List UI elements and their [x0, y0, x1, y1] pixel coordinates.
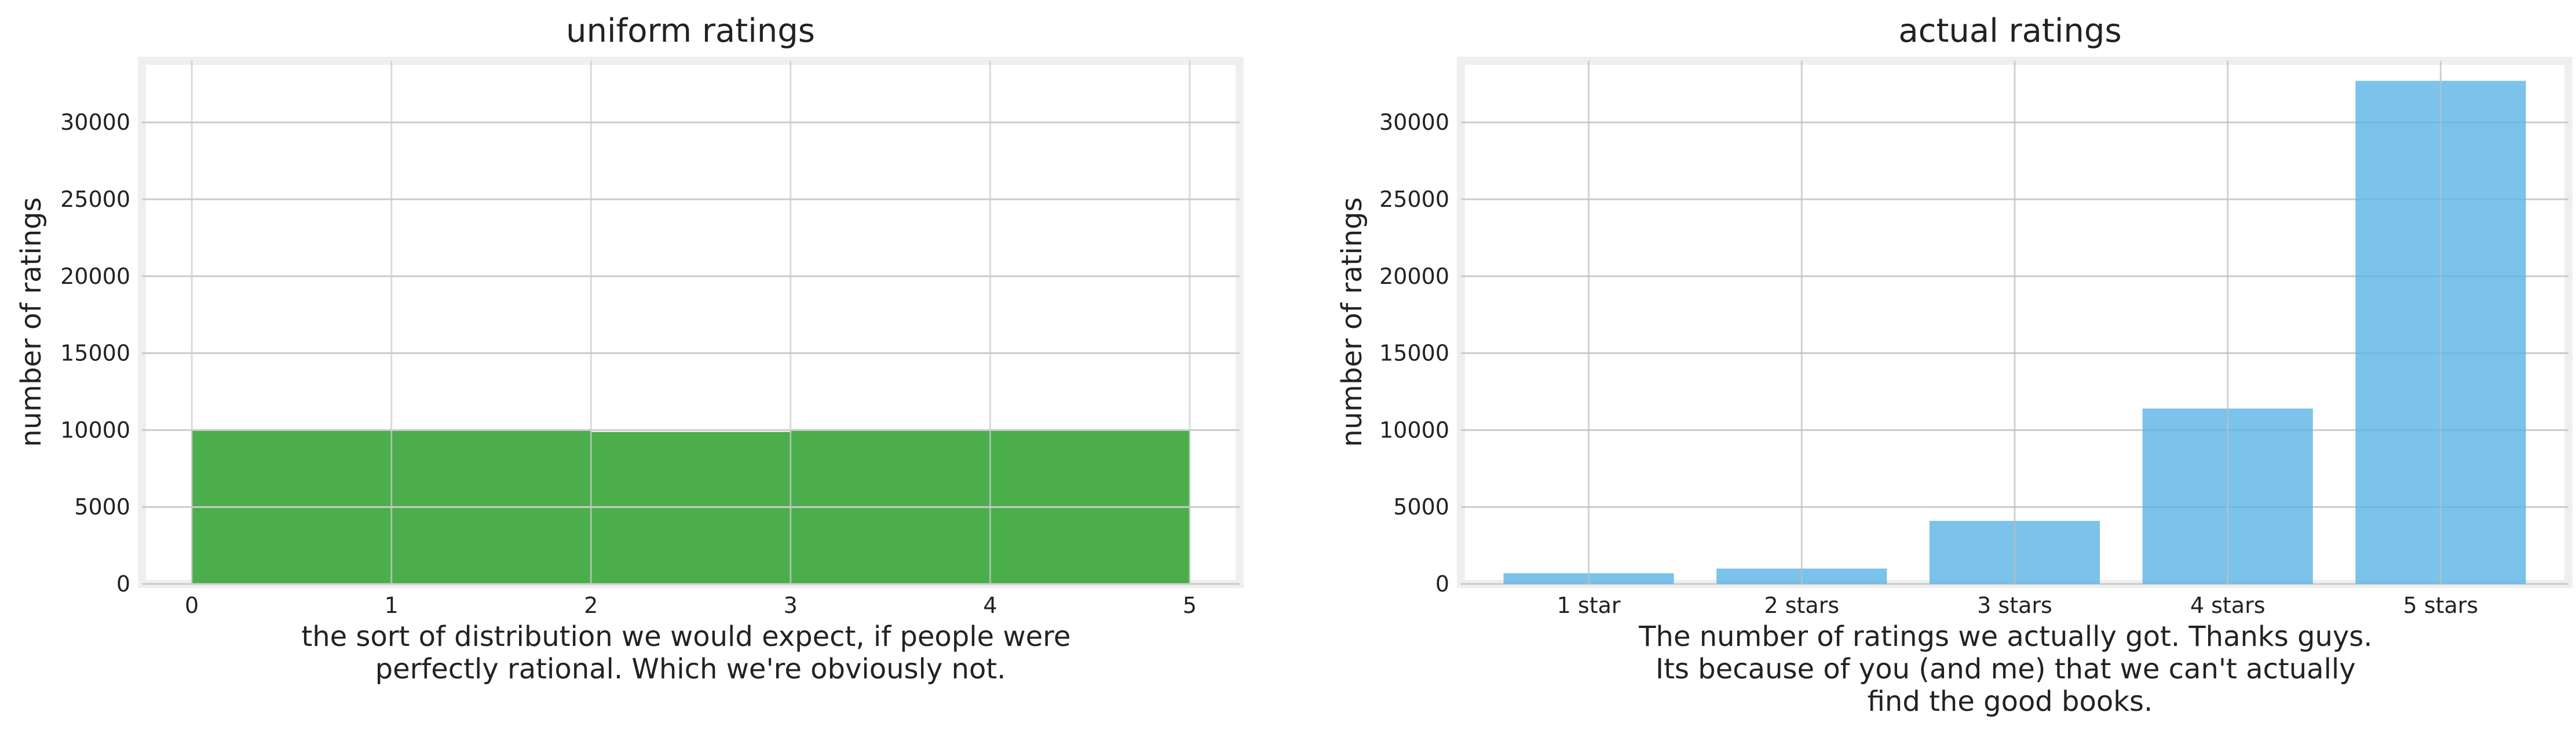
gridlines-x-actual: [1588, 61, 2442, 584]
x-tick-label: 2 stars: [1764, 593, 1839, 618]
y-tick-label: 0: [1435, 571, 1449, 597]
y-tick-label: 5000: [74, 494, 130, 520]
chart-uniform-ratings: uniform ratings number of ratings the so…: [15, 12, 1244, 685]
x-tick-label: 2: [584, 593, 598, 618]
chart-title-actual: actual ratings: [1898, 12, 2121, 50]
x-axis-label-actual-line-2: Its because of you (and me) that we can'…: [1656, 653, 2356, 685]
y-tick-label: 20000: [60, 264, 130, 289]
y-tick-label: 25000: [1379, 187, 1449, 212]
x-tick-label: 3: [784, 593, 798, 618]
x-tick-label: 1: [385, 593, 399, 618]
x-tick-label: 5 stars: [2403, 593, 2479, 618]
y-tick-label: 25000: [60, 187, 130, 212]
x-tick-label: 0: [185, 593, 199, 618]
y-tick-label: 15000: [1379, 341, 1449, 366]
x-tick-label: 4 stars: [2190, 593, 2266, 618]
x-axis-label-uniform: the sort of distribution we would expect…: [301, 620, 1079, 685]
x-ticks-actual: 1 star 2 stars 3 stars 4 stars 5 stars: [1557, 593, 2479, 618]
y-axis-label-actual: number of ratings: [1336, 197, 1368, 447]
y-tick-label: 30000: [60, 109, 130, 135]
x-tick-label: 3 stars: [1977, 593, 2052, 618]
y-ticks-actual: 0 5000 10000 15000 20000 25000 30000: [1379, 109, 1449, 597]
x-axis-label-actual-line-3: find the good books.: [1868, 685, 2153, 718]
y-tick-label: 10000: [1379, 417, 1449, 443]
x-axis-label-uniform-line-1: the sort of distribution we would expect…: [301, 620, 1070, 653]
y-tick-label: 30000: [1379, 109, 1449, 135]
x-axis-label-actual: The number of ratings we actually got. T…: [1638, 620, 2381, 718]
histogram-bar: [591, 432, 791, 584]
y-axis-label-uniform: number of ratings: [15, 197, 47, 447]
x-axis-label-uniform-line-2: perfectly rational. Which we're obviousl…: [375, 653, 1006, 685]
chart-title-uniform: uniform ratings: [566, 12, 815, 50]
y-tick-label: 15000: [60, 341, 130, 366]
gridlines-uniform: [142, 61, 1240, 585]
x-tick-label: 1 star: [1557, 593, 1621, 618]
x-ticks-uniform: 0 1 2 3 4 5: [185, 593, 1197, 618]
y-tick-label: 20000: [1379, 264, 1449, 289]
y-tick-label: 0: [116, 571, 130, 597]
y-tick-label: 5000: [1393, 494, 1449, 520]
y-tick-label: 10000: [60, 417, 130, 443]
x-tick-label: 4: [983, 593, 997, 618]
x-axis-label-actual-line-1: The number of ratings we actually got. T…: [1638, 620, 2372, 653]
chart-actual-ratings: actual ratings number of ratings The num…: [1336, 12, 2573, 718]
x-tick-label: 5: [1183, 593, 1197, 618]
y-ticks-uniform: 0 5000 10000 15000 20000 25000 30000: [60, 109, 130, 597]
